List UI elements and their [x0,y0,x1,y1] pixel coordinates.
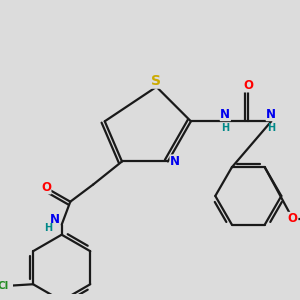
Text: O: O [41,181,51,194]
Text: H: H [221,124,230,134]
Text: N: N [220,108,230,121]
Text: H: H [44,223,52,232]
Text: N: N [266,108,276,121]
Text: Cl: Cl [0,281,9,291]
Text: O: O [243,79,253,92]
Text: H: H [267,124,275,134]
Text: S: S [152,74,161,88]
Text: N: N [50,213,59,226]
Text: N: N [170,155,180,168]
Text: O: O [288,212,298,225]
